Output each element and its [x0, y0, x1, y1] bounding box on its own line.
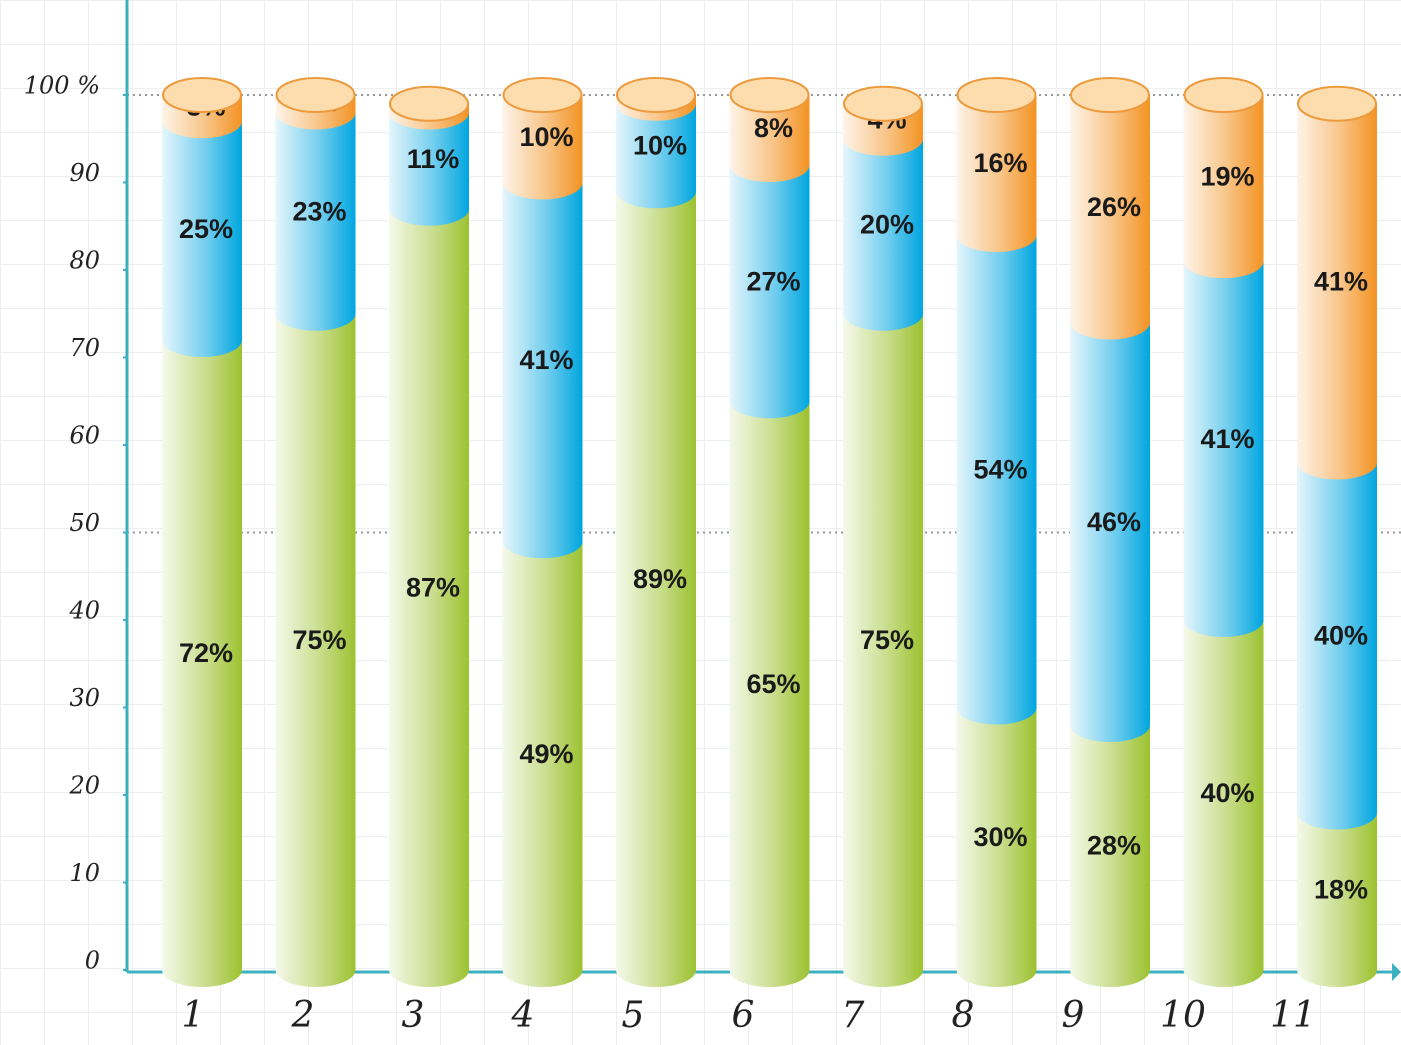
data-label: 16%: [973, 148, 1027, 178]
x-tick-label: 3: [402, 995, 425, 1036]
data-label: 28%: [1087, 831, 1141, 861]
data-label: 75%: [860, 625, 914, 655]
bar-segment: [162, 121, 242, 357]
bar-top: [162, 77, 242, 113]
data-label: 19%: [1200, 161, 1254, 191]
bar-segment: [502, 541, 583, 987]
bar-segment: [1183, 261, 1264, 637]
y-tick-label: 10: [69, 859, 100, 887]
bar-segment: [502, 182, 583, 559]
data-label: 26%: [1087, 192, 1141, 222]
bar-segment: [389, 208, 469, 987]
y-tick-label: 60: [69, 422, 100, 450]
y-tick-label: 100 %: [24, 72, 100, 100]
data-label: 75%: [292, 625, 346, 655]
data-label: 40%: [1314, 621, 1368, 651]
data-label: 30%: [973, 822, 1027, 852]
bar-top: [1297, 85, 1377, 122]
x-tick-label: 8: [952, 995, 975, 1036]
bar-segment: [162, 340, 242, 987]
data-label: 11%: [407, 144, 460, 174]
x-tick-label: 10: [1160, 995, 1206, 1036]
bar-segment: [956, 95, 1037, 252]
data-label: 87%: [406, 573, 460, 603]
bar-top: [729, 77, 810, 113]
bar-top: [1183, 77, 1264, 113]
data-label: 10%: [633, 131, 687, 161]
data-label: 49%: [519, 739, 573, 769]
x-axis-arrow: [1392, 963, 1401, 981]
bar-segment: [1183, 620, 1264, 987]
bar-segment: [1070, 322, 1150, 742]
bar-top: [956, 77, 1037, 113]
data-label: 65%: [746, 669, 800, 699]
bar-top: [502, 77, 583, 113]
x-tick-label: 4: [511, 995, 535, 1036]
bar-segment: [275, 313, 356, 987]
y-tick-label: 50: [69, 509, 100, 537]
data-label: 25%: [179, 214, 233, 244]
bar-segment: [275, 112, 356, 331]
y-tick-label: 80: [69, 247, 100, 275]
data-label: 41%: [1314, 266, 1368, 296]
x-tick-label: 6: [732, 995, 755, 1036]
data-label: 18%: [1314, 874, 1368, 904]
bar-segment: [729, 401, 810, 987]
x-tick-label: 7: [842, 995, 865, 1036]
x-tick-label: 11: [1270, 995, 1316, 1036]
y-tick-label: 20: [68, 772, 100, 800]
bar-top: [1070, 77, 1150, 113]
bar-segment: [729, 165, 810, 419]
bar-segment: [1297, 462, 1377, 830]
bar-top: [843, 85, 923, 122]
bar-segment: [956, 235, 1037, 725]
bar-segment: [956, 707, 1037, 987]
x-tick-label: 5: [622, 995, 645, 1036]
bar-segment: [1297, 103, 1377, 480]
data-label: 40%: [1200, 778, 1254, 808]
bar-top: [275, 77, 356, 113]
bar-segment: [616, 191, 696, 987]
y-tick-label: 40: [68, 597, 100, 625]
bar-segment: [1297, 812, 1377, 987]
data-label: 23%: [292, 196, 346, 226]
x-tick-label: 1: [182, 995, 205, 1036]
x-tick-label: 2: [291, 995, 315, 1036]
data-label: 20%: [860, 209, 914, 239]
data-label: 46%: [1087, 507, 1141, 537]
data-label: 41%: [1200, 424, 1254, 454]
data-label: 72%: [179, 638, 233, 668]
data-label: 54%: [973, 454, 1027, 484]
bar-segment: [616, 103, 696, 209]
y-tick-label: 30: [69, 684, 100, 712]
bar-segment: [843, 138, 923, 331]
y-tick-label: 70: [69, 334, 100, 362]
bar-segment: [1183, 95, 1264, 279]
bar-segment: [843, 313, 923, 987]
bar-segment: [1070, 95, 1150, 340]
bar-top: [389, 85, 469, 122]
data-label: 10%: [519, 122, 573, 152]
bar-top: [616, 77, 696, 113]
bar-segment: [1070, 725, 1150, 987]
x-tick-label: 9: [1062, 995, 1085, 1036]
data-label: 89%: [633, 564, 687, 594]
data-label: 41%: [519, 345, 573, 375]
y-tick-label: 90: [69, 159, 100, 187]
data-label: 27%: [746, 266, 800, 296]
data-label: 8%: [754, 113, 793, 143]
y-tick-label: 0: [85, 947, 100, 975]
